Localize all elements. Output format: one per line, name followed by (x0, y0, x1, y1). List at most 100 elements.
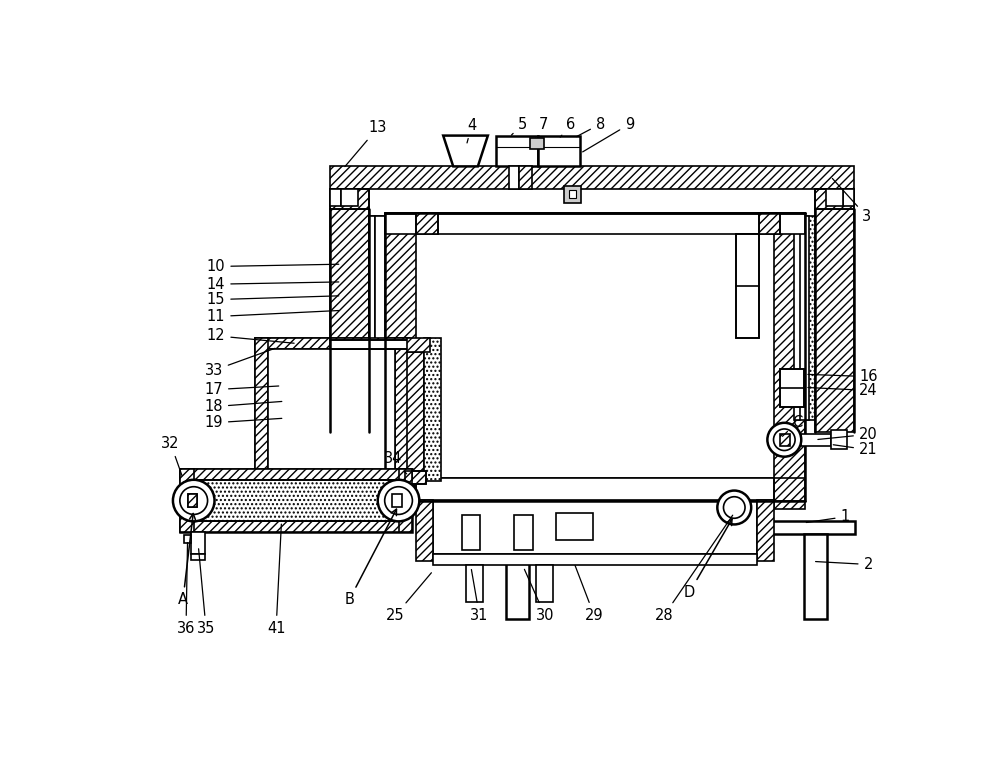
Bar (191, 554, 205, 560)
Bar (191, 532, 205, 554)
Bar (416, 478, 774, 500)
Text: 34: 34 (384, 451, 407, 474)
Bar (180, 469, 412, 479)
Bar (506, 535, 529, 619)
Bar (255, 338, 409, 349)
Text: 29: 29 (575, 566, 603, 623)
Text: 36: 36 (177, 542, 195, 636)
Bar (255, 484, 409, 506)
Bar (330, 190, 369, 209)
Polygon shape (443, 136, 488, 166)
Text: 14: 14 (207, 277, 339, 291)
Bar (188, 494, 197, 507)
Bar (826, 190, 843, 207)
Circle shape (767, 423, 801, 457)
Text: 7: 7 (536, 117, 548, 137)
Bar (405, 471, 426, 484)
Bar (392, 494, 402, 507)
Text: 10: 10 (207, 259, 339, 274)
Text: 13: 13 (345, 120, 387, 166)
Bar (774, 213, 805, 509)
Bar (330, 166, 854, 190)
Bar (375, 217, 385, 420)
Bar (433, 554, 757, 565)
Bar (385, 478, 805, 501)
Bar (180, 469, 412, 532)
Text: 12: 12 (207, 329, 294, 343)
Text: 19: 19 (204, 415, 282, 430)
Bar (505, 521, 855, 535)
Text: 15: 15 (207, 292, 339, 307)
Bar (843, 190, 854, 207)
Text: D: D (684, 519, 732, 600)
Bar (569, 190, 576, 198)
Bar (831, 430, 847, 449)
Bar (194, 479, 399, 521)
Circle shape (717, 490, 751, 524)
Bar (757, 500, 774, 562)
Text: 18: 18 (204, 399, 282, 414)
Text: 9: 9 (583, 117, 634, 152)
Circle shape (385, 486, 412, 514)
Bar (184, 535, 191, 543)
Circle shape (180, 486, 208, 514)
Bar (416, 213, 438, 234)
Bar (180, 469, 194, 532)
Bar (815, 190, 854, 209)
Bar (801, 434, 831, 446)
Bar (180, 521, 412, 532)
Text: 11: 11 (207, 309, 339, 324)
Text: 33: 33 (205, 348, 275, 378)
Bar (556, 513, 593, 540)
Circle shape (378, 479, 419, 521)
Bar (780, 369, 804, 407)
Bar (514, 515, 533, 550)
Bar (564, 186, 581, 203)
Text: 32: 32 (161, 436, 182, 476)
Bar (188, 494, 197, 507)
Text: 3: 3 (832, 179, 871, 224)
Bar (736, 234, 759, 338)
Text: 20: 20 (818, 427, 878, 442)
Text: 41: 41 (267, 524, 285, 636)
Text: 2: 2 (816, 557, 873, 572)
Text: 25: 25 (386, 573, 431, 623)
Bar (424, 338, 441, 481)
Text: 16: 16 (808, 369, 877, 384)
Bar (405, 471, 426, 484)
Text: A: A (178, 514, 195, 608)
Text: 24: 24 (808, 383, 878, 398)
Bar (330, 340, 419, 349)
Bar (416, 500, 433, 562)
Bar (530, 138, 544, 148)
Bar (462, 515, 480, 550)
Bar (509, 166, 519, 190)
Circle shape (723, 497, 745, 518)
Text: 21: 21 (833, 442, 878, 457)
Text: 4: 4 (467, 118, 476, 143)
Text: 28: 28 (655, 515, 733, 623)
Bar (815, 209, 854, 432)
Text: 31: 31 (470, 570, 489, 623)
Text: 30: 30 (524, 570, 554, 623)
Text: 17: 17 (204, 382, 279, 397)
Circle shape (173, 479, 215, 521)
Bar (536, 565, 553, 602)
Bar (519, 166, 532, 190)
Bar (255, 338, 409, 506)
Bar (794, 217, 800, 420)
Bar (407, 352, 424, 481)
Bar (268, 349, 395, 484)
Text: 35: 35 (197, 549, 215, 636)
Text: 1: 1 (806, 509, 850, 524)
Bar (399, 469, 412, 532)
Text: B: B (344, 509, 396, 608)
Bar (759, 213, 780, 234)
Bar (330, 190, 369, 209)
Text: C: C (782, 415, 803, 436)
Bar (255, 338, 268, 506)
Bar (385, 213, 805, 234)
Bar (385, 213, 416, 509)
Bar (466, 565, 483, 602)
Bar (538, 136, 580, 166)
